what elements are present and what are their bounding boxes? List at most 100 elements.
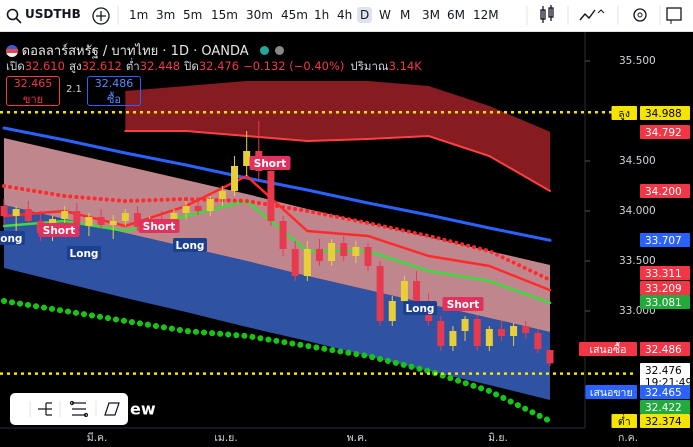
indicator-line (2, 174, 552, 292)
candle-body (497, 329, 505, 336)
price-badge (640, 363, 690, 389)
sell-price: 32.465 (13, 77, 53, 90)
ohlc-label: ปิด (184, 59, 199, 73)
interval-button[interactable]: 5m (183, 8, 203, 22)
ohlc-value: 32.610 (24, 59, 65, 73)
change: −0.132 (−0.40%) (243, 59, 345, 73)
interval-button[interactable]: 1m (129, 8, 149, 22)
signal-label: Long (70, 248, 99, 260)
candle-body (473, 319, 481, 346)
price-tag: เสนอซื้อ (590, 342, 627, 356)
y-tick-label: 35.500 (619, 55, 656, 67)
flag (6, 45, 18, 57)
x-tick-label: มิ.ย. (488, 432, 508, 444)
candle-body (400, 281, 408, 301)
buy-button[interactable]: 32.486 ซื้อ (87, 76, 141, 106)
signal-box (38, 223, 80, 237)
candle-body (97, 217, 105, 225)
interval-button[interactable]: 1h (314, 8, 330, 22)
sell-button[interactable]: 32.465 ขาย (6, 76, 60, 106)
plot-area: LongShortLongShortLongShortLongShort (0, 81, 554, 424)
price-tag: สูง (618, 108, 630, 120)
price-badge-text: 32.422 (645, 402, 682, 414)
ohlc-label: เปิด (6, 59, 25, 73)
price-badge-text: 33.707 (645, 235, 682, 247)
indicator-line (124, 130, 551, 192)
price-badge-text: 34.200 (645, 186, 682, 198)
add-symbol[interactable] (91, 6, 111, 26)
candle-body (328, 243, 336, 261)
interval-button[interactable]: 3M (422, 8, 440, 22)
candle-body (61, 211, 69, 219)
x-tick-label: พ.ค. (347, 432, 368, 444)
candle-body (364, 247, 372, 266)
price-tag-box (611, 414, 637, 428)
interval-button[interactable]: M (400, 8, 411, 22)
volume-label: ปริมาณ (350, 59, 389, 73)
price-badge-text: 32.374 (645, 416, 682, 428)
x-tick-label: มี.ค. (87, 431, 108, 444)
candle-body (534, 333, 542, 349)
candle-body (522, 326, 530, 333)
spread: 2.1 (66, 84, 82, 95)
interval-button[interactable]: 12M (473, 8, 499, 22)
interval-button[interactable]: 3m (156, 8, 176, 22)
symbol[interactable]: USDTHB (25, 7, 81, 21)
indicator-line (2, 199, 552, 305)
candle-body (279, 221, 287, 249)
candle-body (510, 326, 518, 336)
candle-body (388, 301, 396, 321)
price-badge (640, 125, 690, 139)
ohlc-value: 32.612 (81, 59, 122, 73)
price-badge (640, 106, 690, 120)
signal-label: Short (447, 299, 479, 311)
interval-button[interactable]: W (379, 8, 391, 22)
x-tick-label: เม.ย. (214, 432, 237, 444)
search-icon[interactable] (6, 8, 22, 24)
candle-body (461, 319, 469, 331)
candle-body (133, 213, 141, 227)
interval-button[interactable]: 15m (211, 8, 238, 22)
price-badge (640, 414, 690, 428)
interval-button[interactable]: 4h (337, 8, 353, 22)
interval-button[interactable]: 30m (246, 8, 273, 22)
candle-body (218, 191, 226, 199)
trade-row: 32.465 ขาย 2.1 32.486 ซื้อ (6, 74, 422, 108)
signal-label: Long (406, 303, 435, 315)
interval-button[interactable]: D (357, 7, 373, 23)
drawing-icons (29, 400, 120, 418)
candle-body (182, 206, 190, 213)
signal-box (67, 246, 101, 260)
watermark: ew (130, 400, 156, 419)
ohlc-label: สูง (68, 59, 82, 73)
candle-body (121, 213, 129, 221)
legend-title-row: ดอลลาร์สหรัฐ / บาทไทย · 1D · OANDA (6, 40, 422, 59)
band (125, 81, 550, 191)
indicator-line (2, 184, 552, 282)
legend: ดอลลาร์สหรัฐ / บาทไทย · 1D · OANDA เปิด3… (6, 40, 422, 108)
signal-label: Long (0, 233, 22, 245)
interval-button[interactable]: 45m (281, 8, 308, 22)
signal-box (442, 297, 484, 311)
indicator-line (1, 298, 553, 424)
candle-body (485, 329, 493, 346)
top-toolbar: USDTHB 1m 3m 5m 15m 30m 45m 1h 4h D W M 3M 6M 12M (0, 0, 693, 32)
candle-body (243, 151, 251, 166)
signal-label: Long (176, 240, 205, 252)
signal-box (403, 301, 437, 315)
ohlc-row: เปิด32.610 สูง32.612 ต่ำ32.448 ปิด32.476 −0.… (6, 58, 422, 74)
price-badge (640, 281, 690, 295)
signal-box (249, 156, 291, 170)
candle-body (267, 171, 275, 221)
candle-body (85, 217, 93, 226)
ohlc-label: ต่ำ (125, 59, 140, 73)
interval-button[interactable]: 6M (447, 8, 465, 22)
price-badge-text: 34.988 (645, 108, 682, 120)
y-tick-label: 34.500 (619, 155, 656, 167)
indicator-line (2, 126, 552, 242)
x-tick-label: ก.ค. (618, 432, 638, 444)
volume: 3.14K (388, 59, 422, 73)
